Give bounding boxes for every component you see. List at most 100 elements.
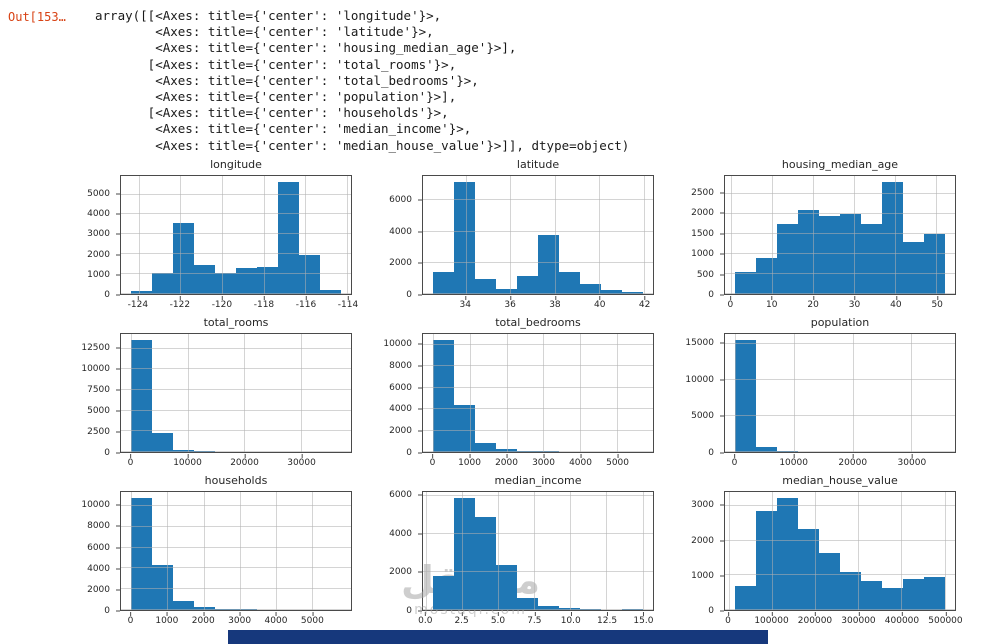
histogram-bar (735, 339, 757, 452)
y-tick-label: 2500 (691, 187, 714, 198)
chart-title: total_rooms (203, 316, 269, 329)
x-tick-label: 30 (848, 296, 861, 310)
grid-line-horizontal (725, 609, 955, 610)
x-axis: 0 10000 20000 30000 (120, 454, 352, 470)
y-tick-label: 0 (708, 448, 714, 458)
plot-area (724, 333, 956, 453)
y-tick-label: 500 (696, 269, 714, 280)
grid-line-vertical (244, 334, 246, 452)
grid-line-horizontal (423, 365, 653, 367)
plot-area (120, 175, 352, 295)
y-tick-label: 1000 (691, 249, 714, 260)
grid-line-vertical (772, 492, 774, 610)
x-tick-label: 42 (638, 296, 651, 310)
chart-title: longitude (210, 158, 262, 171)
y-tick-mark (418, 494, 422, 496)
histogram-median_income: median_income 0 2000 4000 6000 0.0 2.5 5.0 7.5 10… (374, 474, 676, 632)
y-tick-label: 6000 (389, 194, 412, 205)
y-tick-label: 10000 (81, 500, 110, 511)
grid-line-horizontal (725, 342, 955, 344)
x-tick-label: -124 (127, 296, 149, 310)
histogram-bar (236, 268, 257, 294)
y-tick-mark (720, 415, 724, 417)
y-tick-label: 5000 (87, 188, 110, 199)
grid-line-horizontal (423, 199, 653, 201)
y-tick-label: 0 (406, 448, 412, 458)
y-tick-label: 4000 (389, 404, 412, 415)
grid-line-vertical (599, 176, 601, 294)
y-tick-mark (720, 253, 724, 255)
y-tick-label: 10000 (383, 339, 412, 350)
x-tick-label: -114 (337, 296, 359, 310)
histogram-bar (517, 597, 538, 610)
y-tick-label: 5000 (691, 411, 714, 422)
grid-line-horizontal (423, 293, 653, 294)
histogram-bar (735, 585, 757, 610)
y-tick-mark (720, 342, 724, 344)
grid-line-vertical (944, 492, 946, 610)
histogram-bar (277, 181, 299, 294)
y-tick-mark (116, 254, 120, 256)
y-tick-mark (116, 294, 120, 296)
grid-line-horizontal (423, 570, 653, 572)
histogram-bar (475, 516, 497, 610)
x-tick-label: 0 (727, 296, 734, 310)
y-tick-mark (720, 452, 724, 454)
y-tick-mark (720, 274, 724, 276)
grid-line-vertical (131, 334, 133, 452)
y-tick-mark (116, 610, 120, 612)
grid-line-horizontal (121, 347, 351, 349)
grid-line-vertical (606, 492, 608, 610)
histogram-bar (902, 578, 924, 610)
y-tick-label: 1000 (691, 570, 714, 581)
x-tick-label: 400000 (884, 612, 920, 626)
histogram-bar (433, 339, 455, 452)
grid-line-vertical (554, 176, 556, 294)
y-tick-mark (418, 365, 422, 367)
y-tick-mark (116, 193, 120, 195)
grid-line-horizontal (725, 539, 955, 541)
histogram-bar (923, 233, 945, 294)
y-tick-label: 4000 (389, 226, 412, 237)
grid-line-horizontal (121, 567, 351, 569)
y-tick-mark (116, 525, 120, 527)
histogram-bar (840, 571, 861, 610)
histogram-bar (902, 241, 924, 294)
y-tick-mark (720, 379, 724, 381)
grid-line-horizontal (121, 389, 351, 391)
y-tick-mark (720, 192, 724, 194)
grid-line-vertical (815, 492, 817, 610)
x-tick-label: 0 (127, 454, 134, 468)
grid-line-vertical (180, 176, 182, 294)
histogram-population: population 0 5000 10000 15000 0 10000 20000 3000… (676, 316, 978, 474)
x-tick-label: 10.0 (560, 612, 581, 626)
y-tick-mark (116, 431, 120, 433)
x-tick-label: 30000 (287, 454, 316, 468)
histogram-bar (454, 497, 476, 610)
charts-grid: longitude 0 1000 2000 3000 4000 5000 -124 -122 -1… (72, 158, 978, 632)
x-axis: -124 -122 -120 -118 -116 -114 (120, 296, 358, 312)
y-tick-label: 7500 (87, 384, 110, 395)
histogram-latitude: latitude 0 2000 4000 6000 34 36 38 40 42 (374, 158, 676, 316)
x-tick-label: 5000 (300, 612, 324, 626)
grid-line-horizontal (725, 414, 955, 416)
chart-title: population (810, 316, 870, 329)
histogram-bar (621, 291, 643, 294)
y-tick-mark (116, 213, 120, 215)
x-axis: 0.0 2.5 5.0 7.5 10.0 12.5 15.0 (418, 612, 654, 628)
code-line: <Axes: title={'center': 'housing_median_… (95, 40, 517, 56)
y-tick-label: 2000 (389, 258, 412, 269)
grid-line-horizontal (423, 230, 653, 232)
x-axis: 0 1000 2000 3000 4000 5000 (422, 454, 654, 470)
y-tick-mark (720, 610, 724, 612)
chart-title: total_bedrooms (495, 316, 581, 329)
y-tick-label: 2500 (87, 427, 110, 437)
grid-line-horizontal (121, 273, 351, 275)
grid-line-vertical (642, 492, 644, 610)
histogram-bar (496, 448, 518, 452)
y-tick-mark (116, 452, 120, 454)
grid-line-vertical (813, 176, 815, 294)
grid-line-vertical (772, 176, 774, 294)
y-tick-mark (116, 547, 120, 549)
y-tick-mark (116, 410, 120, 412)
